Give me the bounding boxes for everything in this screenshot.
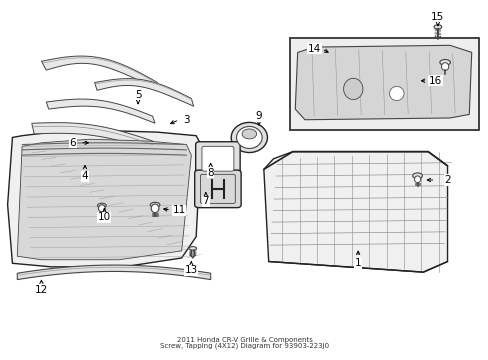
Ellipse shape [151,204,159,213]
Ellipse shape [389,86,403,100]
Ellipse shape [236,126,262,148]
Text: 2: 2 [443,175,450,185]
Text: 9: 9 [255,111,262,121]
FancyBboxPatch shape [194,170,241,208]
Ellipse shape [150,202,160,207]
FancyBboxPatch shape [195,142,240,176]
Polygon shape [46,99,155,123]
Polygon shape [32,123,155,152]
Ellipse shape [242,129,256,139]
Ellipse shape [231,122,267,153]
Text: 16: 16 [428,76,441,86]
Ellipse shape [98,205,105,212]
Text: 14: 14 [307,44,321,54]
Text: 7: 7 [202,196,209,206]
Text: 1: 1 [354,258,361,268]
Polygon shape [17,139,191,260]
Ellipse shape [441,63,448,71]
Text: 10: 10 [98,212,111,222]
Text: 13: 13 [184,265,198,275]
Text: 4: 4 [81,171,88,181]
Text: 6: 6 [69,138,76,148]
Ellipse shape [433,25,441,29]
Ellipse shape [412,173,422,179]
FancyBboxPatch shape [202,146,233,171]
Text: 8: 8 [207,168,214,178]
Text: Screw, Tapping (4X12) Diagram for 93903-223J0: Screw, Tapping (4X12) Diagram for 93903-… [160,343,328,350]
Ellipse shape [439,59,449,65]
Ellipse shape [188,247,196,250]
Polygon shape [264,152,447,272]
Polygon shape [295,45,471,120]
Text: 2011 Honda CR-V Grille & Components: 2011 Honda CR-V Grille & Components [176,337,312,343]
Polygon shape [41,56,162,91]
Ellipse shape [414,176,420,183]
Ellipse shape [97,203,106,208]
Polygon shape [95,78,193,106]
Text: 12: 12 [35,285,48,295]
Ellipse shape [343,78,362,100]
Text: 3: 3 [183,115,189,125]
Text: 15: 15 [430,12,444,22]
Polygon shape [8,130,201,267]
Polygon shape [17,265,210,280]
Text: 11: 11 [172,205,185,215]
Text: 5: 5 [135,90,141,100]
Bar [290,38,478,130]
